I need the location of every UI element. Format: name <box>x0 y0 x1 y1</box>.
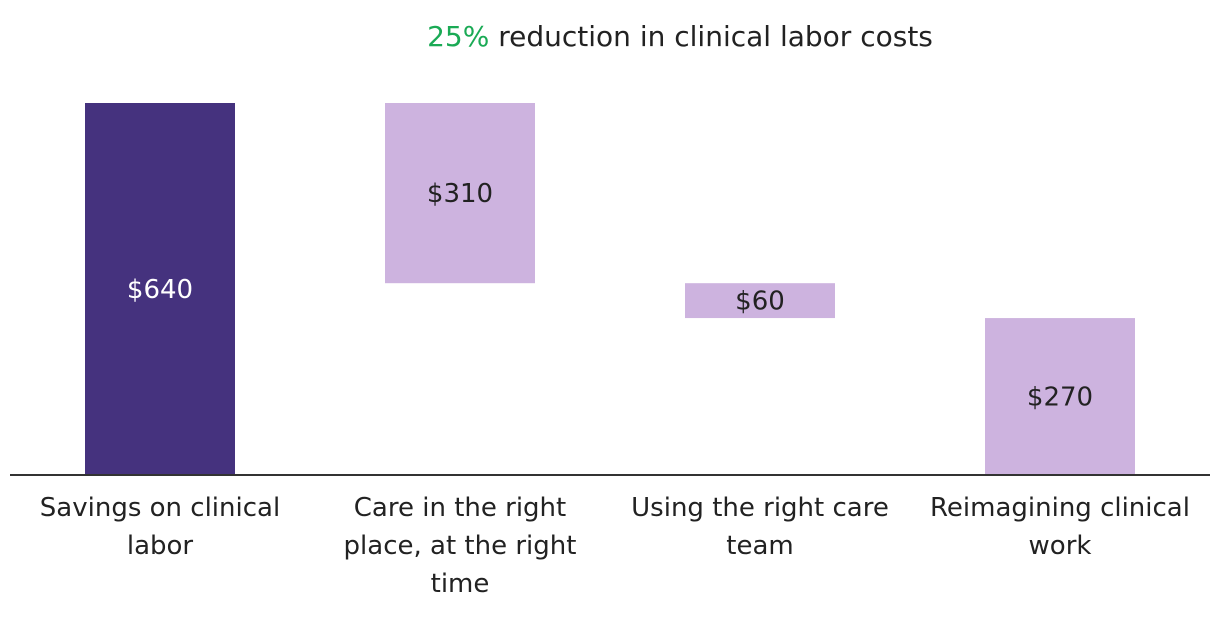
value-label-2: $310 <box>427 179 493 209</box>
bar-3 <box>685 283 835 319</box>
value-label-3: $60 <box>735 287 785 317</box>
category-label-2: Care in the right place, at the right time <box>344 493 577 599</box>
value-label-4: $270 <box>1027 383 1093 413</box>
chart-title-rest: reduction in clinical labor costs <box>489 20 933 53</box>
category-label-1: Savings on clinical labor <box>40 493 280 561</box>
category-labels: Savings on clinical labor Care in the righ… <box>40 493 1190 599</box>
category-label-4: Reimagining clinical work <box>930 493 1190 561</box>
bars-group: $640 $310 $60 $270 <box>85 103 1135 475</box>
chart-title: 25% reduction in clinical labor costs <box>427 20 933 53</box>
chart-title-highlight: 25% <box>427 20 489 53</box>
bar-1 <box>85 103 235 475</box>
value-label-1: $640 <box>127 275 193 305</box>
bar-4 <box>985 318 1135 475</box>
category-label-3: Using the right care team <box>631 493 889 561</box>
bar-2 <box>385 103 535 284</box>
